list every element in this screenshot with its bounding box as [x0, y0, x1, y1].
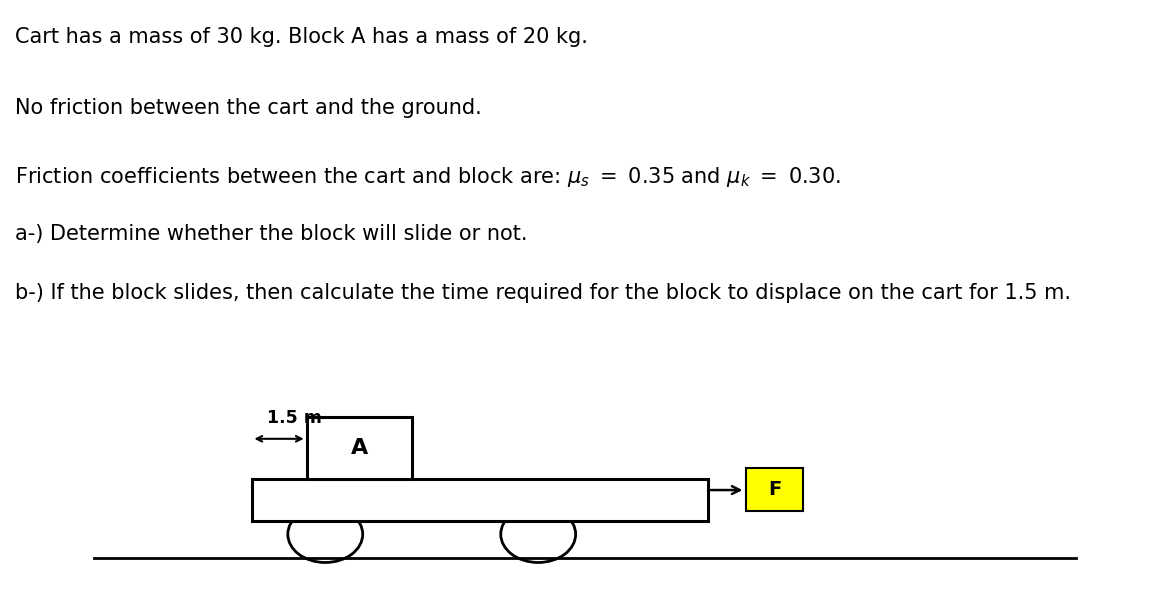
Bar	[746, 468, 803, 511]
Bar	[252, 479, 708, 521]
Bar	[307, 417, 412, 479]
Text: F: F	[768, 480, 782, 499]
Text: A: A	[351, 438, 367, 458]
Ellipse shape	[288, 506, 363, 562]
Text: Cart has a mass of 30 kg. Block A has a mass of 20 kg.: Cart has a mass of 30 kg. Block A has a …	[15, 27, 589, 47]
Text: No friction between the cart and the ground.: No friction between the cart and the gro…	[15, 98, 482, 118]
Text: a-) Determine whether the block will slide or not.: a-) Determine whether the block will sli…	[15, 224, 528, 244]
Text: Friction coefficients between the cart and block are: $\mu_s$ $=$ 0.35 and $\mu_: Friction coefficients between the cart a…	[15, 165, 841, 189]
Text: 1.5 m: 1.5 m	[267, 409, 322, 427]
Ellipse shape	[501, 506, 576, 562]
Text: b-) If the block slides, then calculate the time required for the block to displ: b-) If the block slides, then calculate …	[15, 283, 1072, 303]
